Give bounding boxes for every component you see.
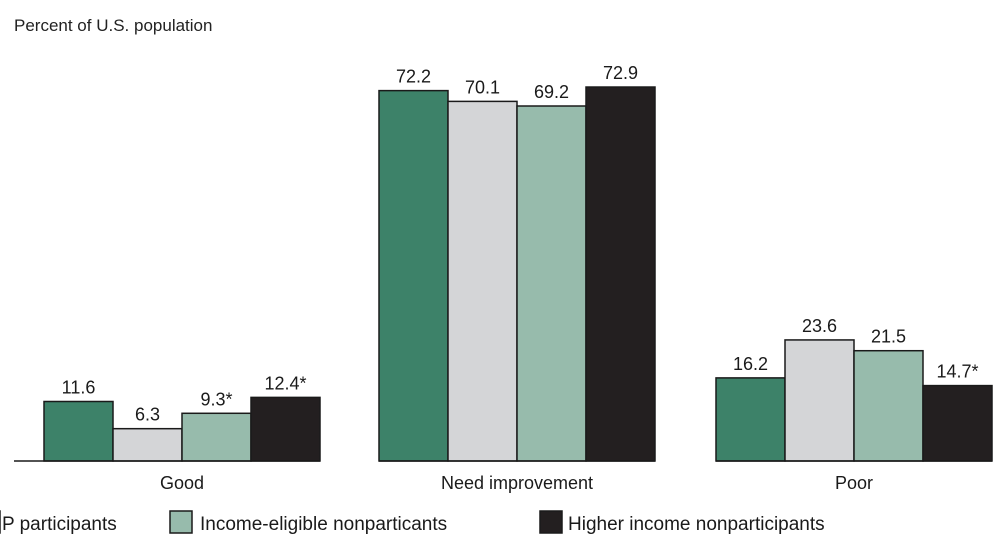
bar-need-improvement-series-1: [378, 89, 449, 462]
data-label-need-improvement-series-2: 70.1: [465, 77, 500, 97]
bar-need-improvement-series-4: [585, 86, 656, 462]
data-label-poor-series-3: 21.5: [871, 327, 906, 347]
category-label-poor: Poor: [835, 473, 873, 493]
bar-poor-series-4: [922, 384, 993, 462]
bar-good-series-3: [181, 412, 252, 462]
data-label-need-improvement-series-4: 72.9: [603, 63, 638, 83]
y-axis-label: Percent of U.S. population: [14, 16, 212, 35]
data-label-need-improvement-series-1: 72.2: [396, 67, 431, 87]
bar-good-series-1: [43, 400, 114, 462]
data-label-poor-series-1: 16.2: [733, 354, 768, 374]
category-label-good: Good: [160, 473, 204, 493]
legend-swatch-series-3: [169, 510, 193, 534]
legend-label-series-1: P participants: [2, 514, 117, 535]
data-label-good-series-4: 12.4*: [264, 373, 306, 393]
data-label-good-series-3: 9.3*: [200, 389, 232, 409]
bar-poor-series-1: [715, 377, 786, 462]
bar-poor-series-3: [853, 349, 924, 462]
data-label-good-series-2: 6.3: [135, 405, 160, 425]
bar-need-improvement-series-3: [516, 105, 587, 462]
data-label-poor-series-4: 14.7*: [936, 362, 978, 382]
bar-good-series-4: [250, 396, 321, 462]
bar-need-improvement-series-2: [447, 100, 518, 462]
legend-swatch-series-4: [539, 510, 563, 534]
category-label-need-improvement: Need improvement: [441, 473, 593, 493]
bar-good-series-2: [112, 427, 183, 462]
data-label-poor-series-2: 23.6: [802, 316, 837, 336]
data-label-good-series-1: 11.6: [62, 377, 96, 397]
legend-label-series-4: Higher income nonparticipants: [568, 514, 825, 535]
data-label-need-improvement-series-3: 69.2: [534, 82, 569, 102]
bar-poor-series-2: [784, 339, 855, 462]
legend-label-series-3: Income-eligible nonparticants: [200, 514, 447, 535]
